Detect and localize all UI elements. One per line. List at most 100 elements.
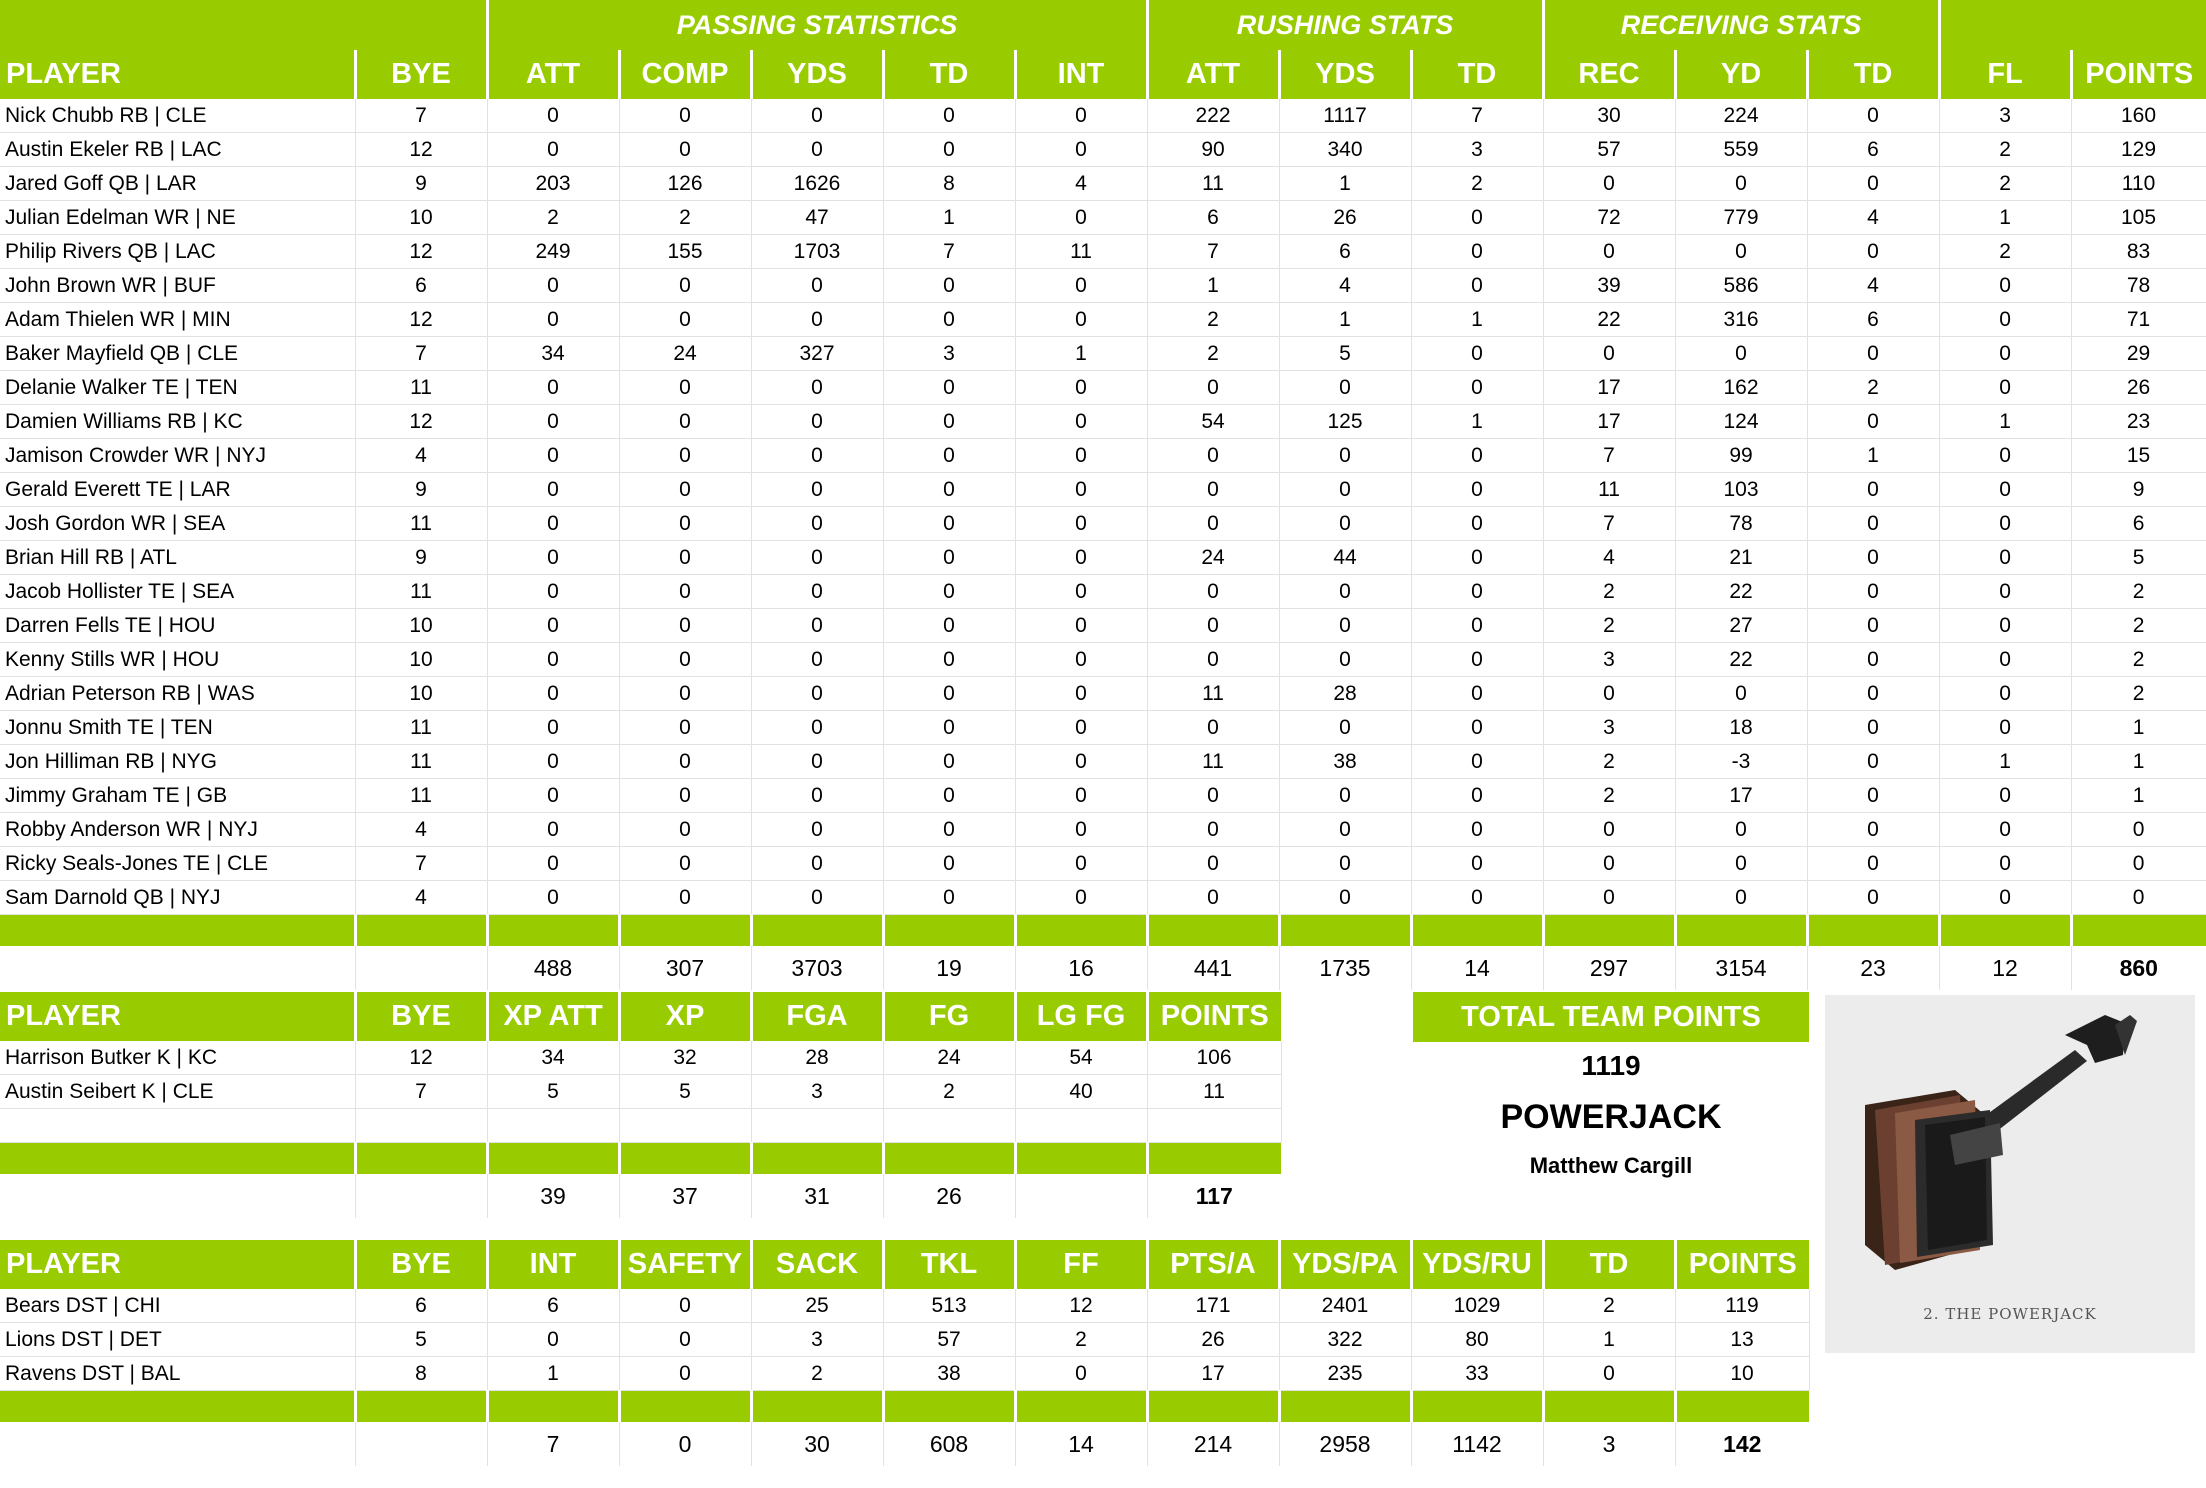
total-cell (0, 1422, 356, 1466)
divider-cell (1675, 1390, 1809, 1422)
stat-cell: 0 (1675, 166, 1808, 201)
divider-cell (883, 1390, 1017, 1422)
stat-cell: 129 (2071, 132, 2206, 167)
stat-cell: 6 (1279, 234, 1412, 269)
total-cell: 307 (619, 946, 752, 990)
stat-cell: 235 (1279, 1356, 1412, 1391)
stat-cell: 0 (1939, 608, 2072, 643)
powerjack-tool-image: 2. THE POWERJACK (1825, 995, 2195, 1353)
stat-cell: 0 (619, 778, 752, 813)
stat-cell: 0 (1015, 676, 1148, 711)
player-name-cell: Sam Darnold QB | NYJ (0, 880, 356, 915)
divider-cell (0, 914, 357, 946)
group-spacer (1939, 0, 2206, 50)
stat-cell: 1 (2071, 778, 2206, 813)
stat-cell: 0 (751, 744, 884, 779)
stat-cell: 5 (619, 1074, 752, 1109)
stat-cell: 25 (751, 1289, 884, 1323)
stat-cell: 0 (1939, 336, 2072, 371)
stat-cell: 5 (1279, 336, 1412, 371)
table-row: Kenny Stills WR | HOU 10 0 0 0 0 0 0 0 0 3 22 0 0 2 (0, 642, 2206, 677)
player-name-cell: Lions DST | DET (0, 1322, 356, 1357)
stat-cell: 110 (2071, 166, 2206, 201)
stat-cell: 171 (1147, 1289, 1280, 1323)
stat-cell: 322 (1279, 1322, 1412, 1357)
stat-cell: 0 (751, 642, 884, 677)
stat-cell: 0 (1147, 642, 1280, 677)
total-cell: 23 (1807, 946, 1940, 990)
stat-cell: 7 (355, 1074, 488, 1109)
stat-cell: 0 (1543, 880, 1676, 915)
stat-cell: 0 (883, 99, 1016, 133)
stat-cell: 6 (355, 1289, 488, 1323)
stat-cell: 0 (1147, 812, 1280, 847)
stat-cell: 0 (1807, 642, 1940, 677)
stat-cell: 0 (1015, 99, 1148, 133)
stat-cell: 10 (355, 608, 488, 643)
total-points-cell: 117 (1195, 1182, 1233, 1209)
stat-cell: 0 (883, 302, 1016, 337)
stat-cell: 105 (2071, 200, 2206, 235)
stat-cell: 0 (1147, 608, 1280, 643)
stat-cell: 11 (355, 506, 488, 541)
team-name: POWERJACK (1500, 1098, 1722, 1136)
stat-cell: 3 (1543, 642, 1676, 677)
stat-cell: 2 (1543, 1289, 1676, 1323)
stat-cell: 0 (883, 404, 1016, 439)
total-cell: 608 (883, 1422, 1016, 1466)
stat-cell: 0 (1147, 438, 1280, 473)
stat-cell: 0 (487, 778, 620, 813)
stat-cell: 0 (487, 404, 620, 439)
stat-cell: 0 (487, 676, 620, 711)
total-cell: 30 (751, 1422, 884, 1466)
empty-cell (883, 1108, 1016, 1143)
stat-cell: 0 (751, 778, 884, 813)
stat-cell: 0 (1411, 370, 1544, 405)
stat-cell: 12 (355, 132, 488, 167)
table-row: Delanie Walker TE | TEN 11 0 0 0 0 0 0 0 0 17 162 2 0… (0, 370, 2206, 405)
stat-cell: 83 (2071, 234, 2206, 269)
stat-cell: 0 (1279, 472, 1412, 507)
stat-cell: 119 (1675, 1289, 1810, 1323)
stat-cell: 1 (1807, 438, 1940, 473)
stat-cell: 0 (1279, 846, 1412, 881)
divider-cell (2071, 914, 2206, 946)
stat-cell: 1703 (751, 234, 884, 269)
stat-cell: 0 (619, 880, 752, 915)
stat-cell: 1 (1411, 404, 1544, 439)
stat-cell: 0 (1279, 880, 1412, 915)
stat-cell: 0 (1411, 778, 1544, 813)
stat-cell: 0 (1807, 472, 1940, 507)
logo-caption: 2. THE POWERJACK (1923, 1305, 2097, 1323)
stat-cell: 0 (1015, 744, 1148, 779)
stat-cell: 6 (355, 268, 488, 303)
stat-cell: 0 (1939, 676, 2072, 711)
stat-cell: 0 (1015, 880, 1148, 915)
stat-cell: 38 (1279, 744, 1412, 779)
player-name-cell: Harrison Butker K | KC (0, 1041, 356, 1075)
stat-cell: 0 (1147, 574, 1280, 609)
stat-cell: 0 (883, 268, 1016, 303)
stat-cell: 9 (355, 540, 488, 575)
column-header: FF (1015, 1240, 1149, 1289)
stat-cell: 2 (2071, 608, 2206, 643)
stat-cell: 6 (1147, 200, 1280, 235)
stat-cell: 47 (751, 200, 884, 235)
stat-cell: 0 (883, 608, 1016, 643)
divider-cell (1939, 914, 2073, 946)
stat-cell: 3 (751, 1322, 884, 1357)
stat-cell: 2 (1147, 336, 1280, 371)
stat-cell: 0 (1807, 336, 1940, 371)
stat-cell: 0 (1675, 812, 1808, 847)
stat-cell: 7 (355, 336, 488, 371)
stat-cell: 0 (487, 846, 620, 881)
player-name-cell: Jamison Crowder WR | NYJ (0, 438, 356, 473)
total-cell: 1142 (1411, 1422, 1544, 1466)
stat-cell: 2 (1147, 302, 1280, 337)
stat-cell: 125 (1279, 404, 1412, 439)
player-name-cell: Brian Hill RB | ATL (0, 540, 356, 575)
stat-cell: 0 (751, 880, 884, 915)
stat-cell: 1 (487, 1356, 620, 1391)
stat-cell: 0 (751, 370, 884, 405)
table-row: Harrison Butker K | KC 12 34 32 28 24 54 106 (0, 1041, 1282, 1075)
